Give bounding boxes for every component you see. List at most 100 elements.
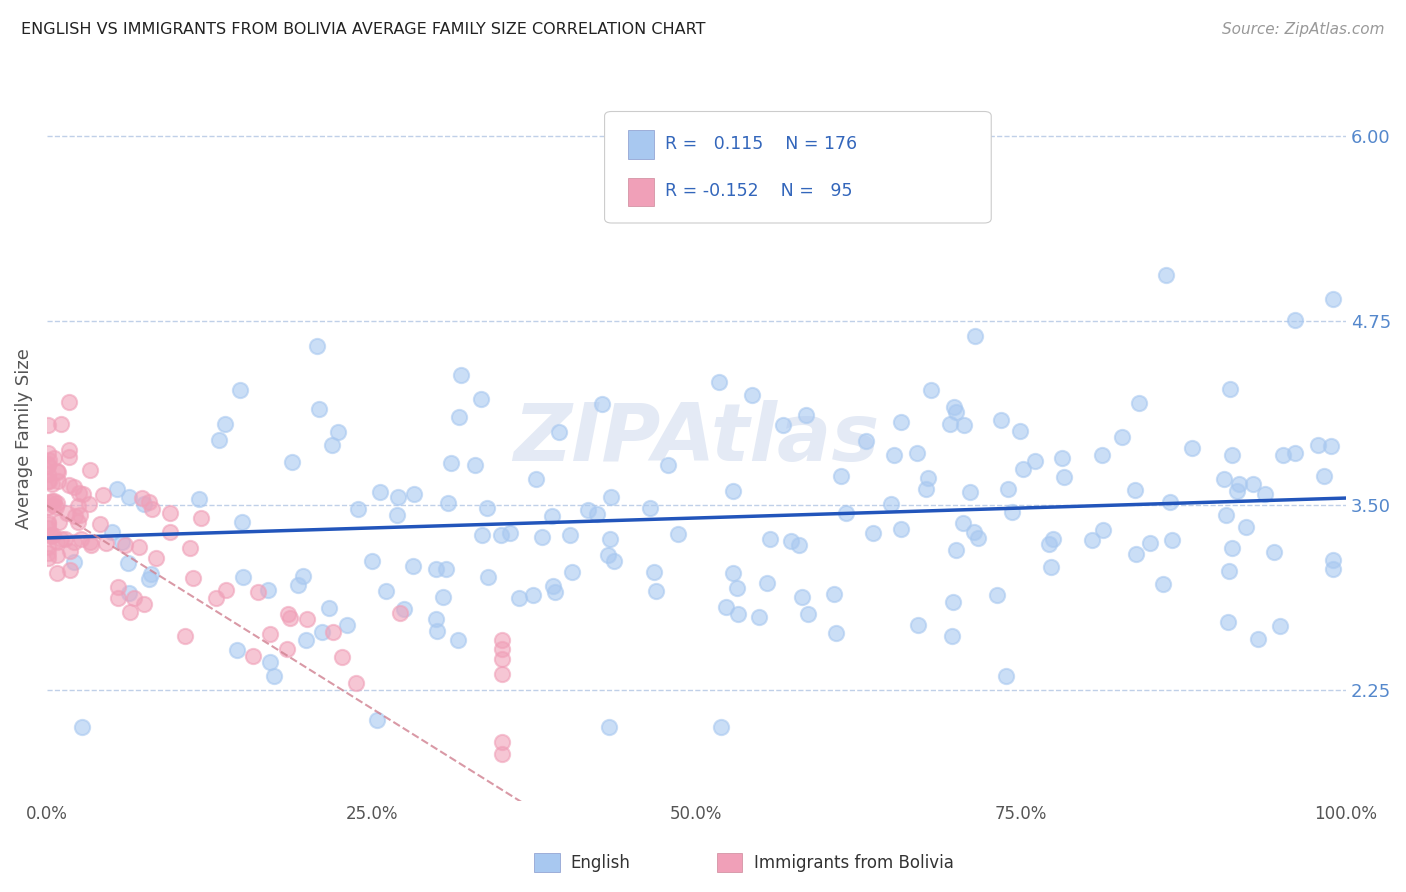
Point [46,535,69,549]
Point [862,526,884,541]
Point [1159,495,1181,509]
Point [46,474,69,488]
Point [710,720,733,734]
Point [105,482,128,496]
Point [37,457,59,471]
Point [491,747,513,762]
Point [437,496,460,510]
Point [541,578,564,592]
Point [823,587,845,601]
Point [42,450,65,465]
Point [37,551,59,566]
Point [1284,313,1306,327]
Point [547,425,569,439]
Point [132,597,155,611]
Point [943,401,966,415]
Point [45,500,67,514]
Point [1024,454,1046,468]
Point [278,611,301,625]
Point [945,543,967,558]
Point [375,584,398,599]
Point [276,642,298,657]
Point [366,713,388,727]
Point [491,734,513,748]
Point [586,508,609,522]
Point [1139,535,1161,549]
Point [938,417,960,431]
Text: English: English [571,854,631,871]
Point [794,408,817,422]
Point [491,641,513,656]
Point [450,368,472,382]
Point [402,558,425,573]
Point [748,609,770,624]
Point [37,546,59,560]
Point [138,572,160,586]
Point [1226,484,1249,499]
Point [498,526,520,541]
Point [110,534,132,549]
Point [576,503,599,517]
Point [387,508,409,523]
Point [758,533,780,547]
Point [37,500,59,514]
Point [994,669,1017,683]
Point [67,486,90,500]
Point [107,580,129,594]
Point [1042,533,1064,547]
Point [1218,615,1240,630]
Point [772,418,794,433]
Point [953,418,976,433]
Point [425,562,447,576]
Point [41,527,63,541]
Point [214,417,236,431]
Point [522,588,544,602]
Point [37,515,59,529]
Point [541,509,564,524]
Point [531,530,554,544]
Point [1313,468,1336,483]
Point [596,548,619,562]
Point [1050,451,1073,466]
Point [174,629,197,643]
Point [1111,430,1133,444]
Point [287,578,309,592]
Point [38,495,60,509]
Point [890,415,912,429]
Point [1154,268,1177,283]
Point [787,537,810,551]
Point [963,524,986,539]
Point [188,491,211,506]
Text: ZIPAtlas: ZIPAtlas [513,400,880,478]
Point [880,497,903,511]
Point [41,493,63,508]
Point [53,532,76,546]
Point [725,581,748,595]
Point [1268,619,1291,633]
Point [215,583,238,598]
Point [1011,462,1033,476]
Point [79,463,101,477]
Point [46,465,69,479]
Point [159,506,181,520]
Point [1161,533,1184,547]
Point [45,496,67,510]
Point [38,452,60,467]
Point [225,643,247,657]
Point [145,551,167,566]
Point [1152,576,1174,591]
Point [1215,508,1237,523]
Point [942,594,965,608]
Point [1246,632,1268,646]
Point [491,528,513,542]
Point [49,533,72,547]
Point [727,607,749,622]
Point [404,487,426,501]
Point [638,500,661,515]
Point [1306,438,1329,452]
Point [132,497,155,511]
Point [1125,548,1147,562]
Point [1284,446,1306,460]
Point [37,417,59,432]
Point [389,607,412,621]
